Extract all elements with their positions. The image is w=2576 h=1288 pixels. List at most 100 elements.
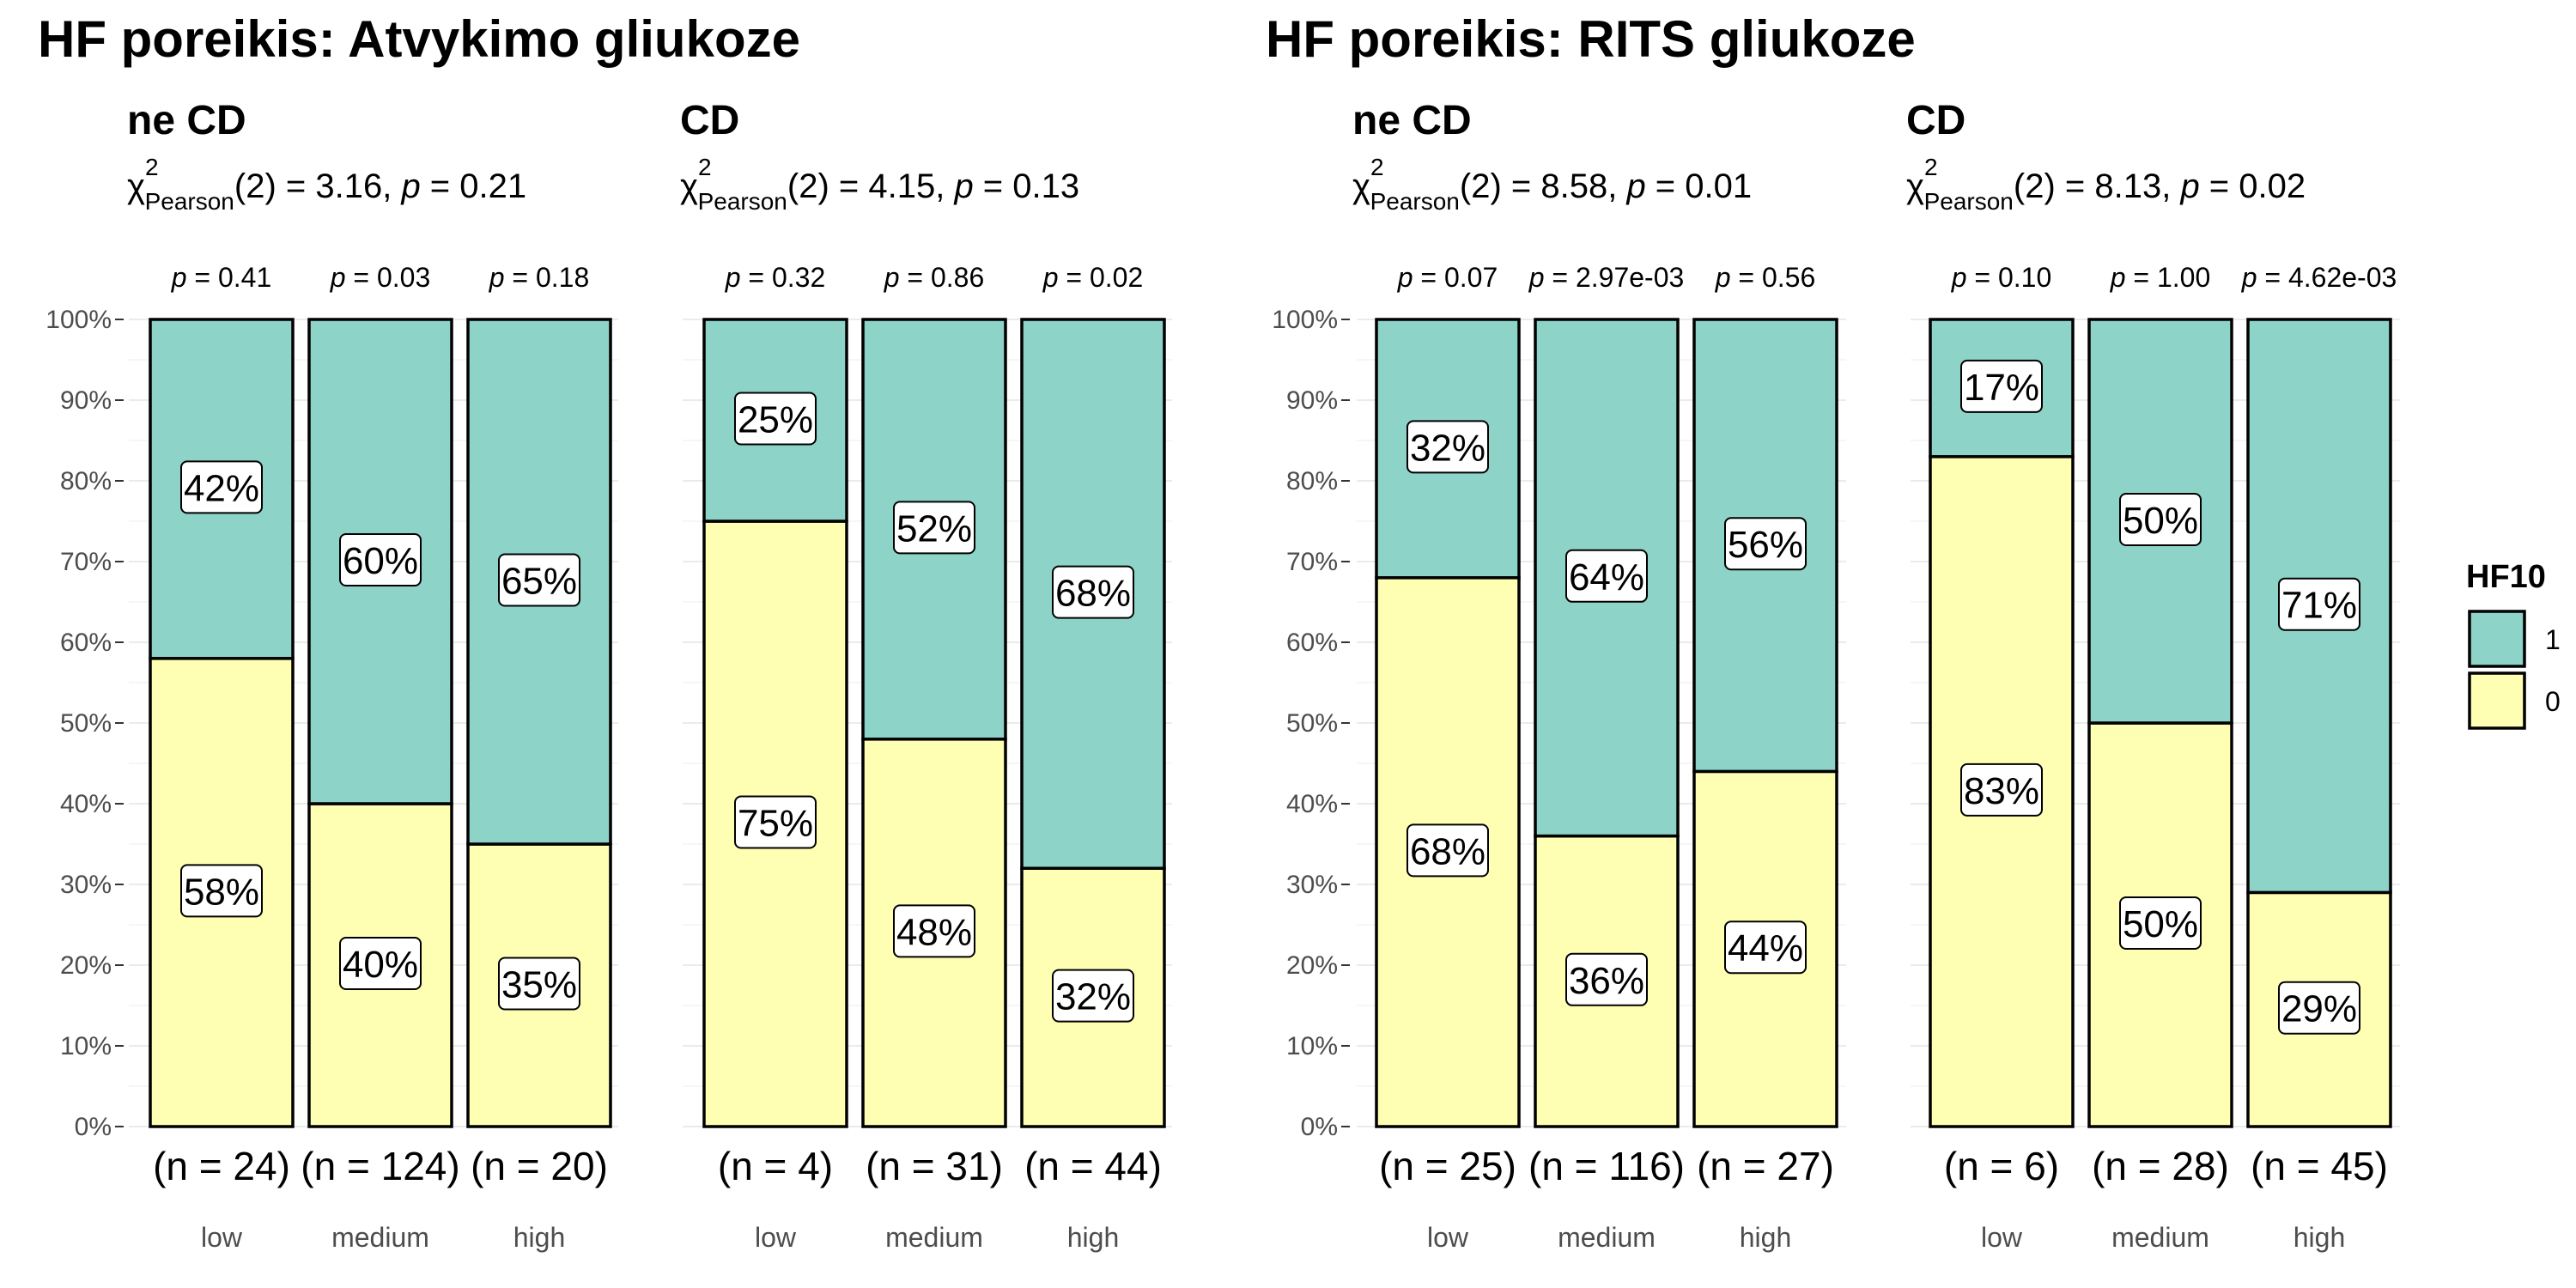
stat-subtitle: χ2 Pearson(2) = 4.15, p = 0.13 xyxy=(680,154,1079,215)
x-tick-label: low xyxy=(755,1222,797,1253)
bar-count-label: (n = 25) xyxy=(1379,1144,1516,1188)
x-tick-label: medium xyxy=(1558,1222,1656,1253)
data-label-box xyxy=(180,460,263,514)
bar-group-high: 32% 68% p = 0.02 (n = 44) high xyxy=(1020,262,1166,1253)
y-tick-label: 100% xyxy=(46,306,112,334)
data-label-text: 40% xyxy=(343,944,418,986)
data-label: 52% xyxy=(893,501,975,555)
bar-count-label: (n = 20) xyxy=(471,1144,608,1188)
panel-3: CD χ2 Pearson(2) = 8.13, p = 0.02 83% 17% p =… xyxy=(1906,98,2400,1253)
y-tick-label: 0% xyxy=(1301,1113,1338,1141)
data-label-text: 25% xyxy=(738,399,813,441)
data-label-text: 29% xyxy=(2281,988,2357,1030)
bar-count-label: (n = 116) xyxy=(1528,1144,1685,1188)
data-label-box xyxy=(1052,969,1134,1023)
bar-pvalue: p = 0.32 xyxy=(725,262,826,293)
data-label: 40% xyxy=(339,937,422,990)
data-label-box xyxy=(339,533,422,586)
bar-group-high: 35% 65% p = 0.18 (n = 20) high xyxy=(466,262,612,1253)
bar-count-label: (n = 27) xyxy=(1697,1144,1834,1188)
data-label-box xyxy=(2119,493,2202,546)
legend-label-1: 1 xyxy=(2545,624,2561,655)
data-label: 50% xyxy=(2119,896,2202,950)
data-label-text: 50% xyxy=(2123,903,2198,945)
y-tick-label: 100% xyxy=(1272,306,1338,334)
data-label: 50% xyxy=(2119,493,2202,546)
y-tick-label: 40% xyxy=(1286,790,1338,818)
data-label: 29% xyxy=(2278,981,2360,1035)
data-label: 58% xyxy=(180,864,263,918)
data-label-text: 65% xyxy=(501,561,577,603)
x-tick-label: medium xyxy=(331,1222,429,1253)
data-label-text: 42% xyxy=(184,467,259,509)
data-label: 25% xyxy=(734,392,817,446)
bar-count-label: (n = 45) xyxy=(2251,1144,2388,1188)
y-tick-label: 30% xyxy=(1286,871,1338,899)
y-tick-label: 20% xyxy=(60,951,112,980)
y-tick-label: 60% xyxy=(1286,629,1338,657)
data-label-box xyxy=(2278,981,2360,1035)
bar-group-low: 58% 42% p = 0.41 (n = 24) low xyxy=(149,262,295,1253)
bar-segment-hf10-0 xyxy=(307,802,453,1128)
data-label-text: 48% xyxy=(896,911,972,953)
data-label-text: 68% xyxy=(1055,573,1131,615)
x-tick-label: high xyxy=(513,1222,566,1253)
data-label-box xyxy=(2119,896,2202,950)
legend-swatch-0 xyxy=(2468,671,2526,730)
bar-pvalue: p = 2.97e-03 xyxy=(1528,262,1685,293)
data-label-box xyxy=(734,795,817,849)
data-label: 68% xyxy=(1406,823,1489,878)
y-tick-label: 60% xyxy=(60,629,112,657)
data-label-text: 32% xyxy=(1410,427,1485,469)
legend-swatch-1 xyxy=(2468,610,2526,668)
x-tick-label: high xyxy=(2293,1222,2346,1253)
panel-title: ne CD xyxy=(127,98,246,143)
bar-pvalue: p = 0.03 xyxy=(330,262,431,293)
y-tick-label: 70% xyxy=(60,548,112,576)
bar-pvalue: p = 0.07 xyxy=(1397,262,1498,293)
data-label: 36% xyxy=(1565,952,1648,1006)
y-tick-label: 10% xyxy=(60,1032,112,1060)
bar-group-medium: 40% 60% p = 0.03 (n = 124) medium xyxy=(301,262,459,1253)
y-tick-label: 70% xyxy=(1286,548,1338,576)
data-label-box xyxy=(180,864,263,918)
data-label-text: 32% xyxy=(1055,976,1131,1018)
right-figure-title: HF poreikis: RITS gliukoze xyxy=(1266,10,1916,68)
bar-group-low: 68% 32% p = 0.07 (n = 25) low xyxy=(1375,262,1521,1253)
data-label-box xyxy=(498,957,580,1011)
y-tick-label: 50% xyxy=(1286,709,1338,738)
bar-group-high: 44% 56% p = 0.56 (n = 27) high xyxy=(1692,262,1838,1253)
x-tick-label: high xyxy=(1740,1222,1792,1253)
data-label-box xyxy=(498,553,580,607)
y-tick-label: 0% xyxy=(75,1113,112,1141)
data-label-text: 50% xyxy=(2123,500,2198,542)
x-tick-label: low xyxy=(1427,1222,1469,1253)
panel-2: 0% 10% 20% 30% 40% 50% 60% 70% 80% 90% 100% ne CD χ2… xyxy=(1272,98,1846,1253)
x-tick-label: medium xyxy=(2111,1222,2209,1253)
data-label-box xyxy=(1406,823,1489,878)
bar-count-label: (n = 31) xyxy=(866,1144,1003,1188)
bar-pvalue: p = 1.00 xyxy=(2110,262,2211,293)
bar-count-label: (n = 28) xyxy=(2092,1144,2229,1188)
data-label-text: 68% xyxy=(1410,830,1485,872)
data-label: 48% xyxy=(893,904,975,958)
panel-1: CD χ2 Pearson(2) = 4.15, p = 0.13 75% 25% p =… xyxy=(680,98,1172,1253)
y-tick-label: 80% xyxy=(1286,467,1338,495)
data-label-box xyxy=(1052,565,1134,619)
bar-pvalue: p = 0.56 xyxy=(1715,262,1816,293)
bar-pvalue: p = 0.18 xyxy=(489,262,590,293)
legend-label-0: 0 xyxy=(2545,686,2561,717)
y-tick-label: 80% xyxy=(60,467,112,495)
data-label-text: 36% xyxy=(1569,960,1644,1002)
data-label-box xyxy=(1565,549,1648,603)
y-tick-label: 20% xyxy=(1286,951,1338,980)
panel-0: 0% 10% 20% 30% 40% 50% 60% 70% 80% 90% 100% ne CD χ2… xyxy=(46,98,618,1253)
data-label: 35% xyxy=(498,957,580,1011)
y-tick-label: 90% xyxy=(60,386,112,415)
y-tick-label: 40% xyxy=(60,790,112,818)
data-label: 75% xyxy=(734,795,817,849)
legend-title: HF10 xyxy=(2466,559,2546,595)
bar-group-medium: 36% 64% p = 2.97e-03 (n = 116) medium xyxy=(1528,262,1685,1253)
data-label-box xyxy=(1724,517,1807,571)
